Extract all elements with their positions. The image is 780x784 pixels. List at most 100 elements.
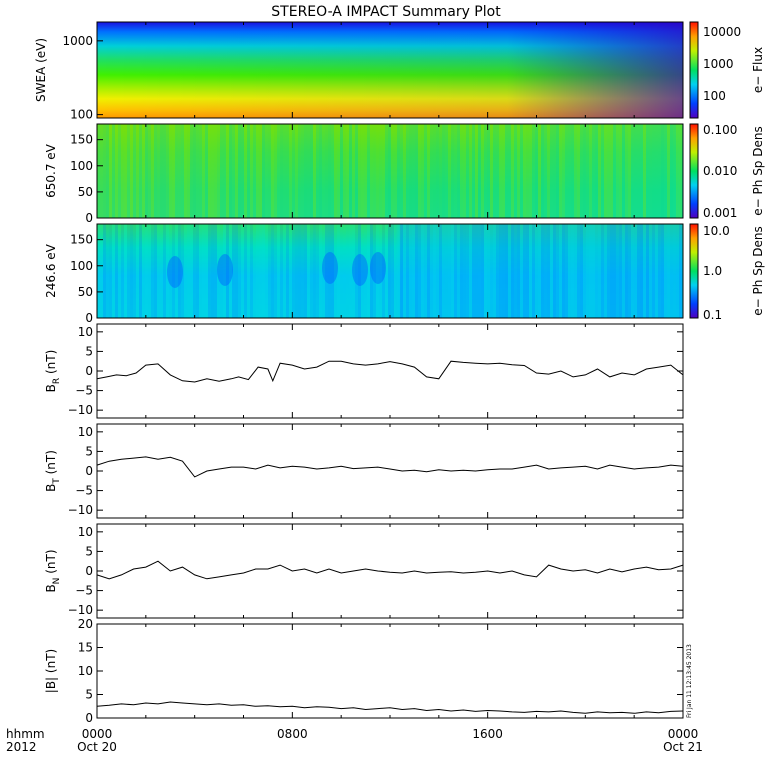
texture-stripe — [136, 224, 139, 318]
texture-stripe — [307, 224, 310, 318]
texture-stripe — [301, 124, 304, 218]
texture-stripe — [268, 224, 271, 318]
texture-stripe — [523, 124, 526, 218]
low-density-patch — [167, 256, 183, 288]
texture-stripe — [637, 224, 640, 318]
texture-stripe — [256, 224, 259, 318]
texture-stripe — [439, 224, 442, 318]
texture-stripe — [511, 224, 514, 318]
b-y-label-subscript: R — [52, 378, 62, 384]
texture-stripe — [148, 224, 151, 318]
texture-stripe — [217, 224, 220, 318]
x-tick-label: 1600 — [472, 727, 503, 741]
b-y-label-subscript: N — [52, 578, 62, 585]
figure-title: STEREO-A IMPACT Summary Plot — [271, 4, 501, 20]
b-y-tick-label: 0 — [85, 711, 93, 725]
texture-stripe — [433, 224, 436, 318]
texture-stripe — [394, 224, 397, 318]
low-density-patch — [370, 252, 386, 284]
texture-stripe — [121, 224, 124, 318]
texture-stripe — [283, 224, 286, 318]
texture-stripe — [199, 124, 202, 218]
texture-stripe — [415, 124, 418, 218]
texture-stripe — [628, 124, 631, 218]
texture-stripe — [154, 224, 157, 318]
texture-stripe — [172, 224, 175, 318]
texture-stripe — [496, 224, 499, 318]
texture-stripe — [565, 224, 568, 318]
b-y-tick-label: 10 — [78, 425, 93, 439]
texture-stripe — [409, 224, 412, 318]
texture-stripe — [658, 124, 661, 218]
texture-stripe — [598, 224, 601, 318]
texture-stripe — [298, 124, 301, 218]
texture-stripe — [265, 124, 268, 218]
texture-stripe — [214, 224, 217, 318]
texture-stripe — [601, 224, 604, 318]
b-y-tick-label: 10 — [78, 664, 93, 678]
texture-stripe — [127, 124, 130, 218]
texture-stripe — [352, 124, 355, 218]
texture-stripe — [316, 224, 319, 318]
texture-stripe — [133, 124, 136, 218]
texture-stripe — [427, 224, 430, 318]
b-y-tick-label: −10 — [68, 403, 93, 417]
texture-stripe — [646, 224, 649, 318]
texture-stripe — [466, 124, 469, 218]
texture-stripe — [304, 224, 307, 318]
texture-stripe — [571, 124, 574, 218]
texture-stripe — [400, 124, 403, 218]
texture-stripe — [433, 124, 436, 218]
texture-stripe — [679, 124, 682, 218]
texture-stripe — [544, 124, 547, 218]
pa246-cbar-label: e− Ph Sp Dens — [751, 226, 765, 315]
texture-stripe — [511, 124, 514, 218]
texture-stripe — [436, 124, 439, 218]
texture-stripe — [469, 124, 472, 218]
b-y-label: |B| (nT) — [44, 649, 58, 693]
texture-stripe — [547, 124, 550, 218]
texture-stripe — [262, 224, 265, 318]
texture-stripe — [295, 224, 298, 318]
texture-stripe — [586, 224, 589, 318]
texture-stripe — [322, 124, 325, 218]
texture-stripe — [448, 124, 451, 218]
texture-stripe — [325, 224, 328, 318]
texture-stripe — [205, 124, 208, 218]
texture-stripe — [619, 124, 622, 218]
texture-stripe — [490, 124, 493, 218]
texture-stripe — [589, 224, 592, 318]
texture-stripe — [595, 224, 598, 318]
texture-stripe — [517, 224, 520, 318]
texture-stripe — [676, 224, 679, 318]
swea-y-label: SWEA (eV) — [34, 38, 48, 102]
b-y-tick-label: 20 — [78, 617, 93, 631]
b-y-tick-label: 0 — [85, 564, 93, 578]
texture-stripe — [619, 224, 622, 318]
pitch-angle-650-panel — [97, 124, 683, 218]
texture-stripe — [229, 224, 232, 318]
texture-stripe — [187, 224, 190, 318]
texture-stripe — [457, 224, 460, 318]
texture-stripe — [553, 224, 556, 318]
texture-stripe — [421, 124, 424, 218]
pa246-colorbar — [689, 223, 699, 319]
texture-stripe — [289, 224, 292, 318]
texture-stripe — [640, 224, 643, 318]
texture-stripe — [646, 124, 649, 218]
pa650-cbar-tick-1: 0.100 — [703, 123, 737, 137]
texture-stripe — [268, 124, 271, 218]
pa246-texture — [97, 224, 683, 318]
texture-stripe — [331, 124, 334, 218]
texture-stripe — [580, 224, 583, 318]
texture-stripe — [232, 224, 235, 318]
texture-stripe — [559, 124, 562, 218]
texture-stripe — [451, 124, 454, 218]
x-tick-label: 0800 — [277, 727, 308, 741]
b-y-label-unit: (nT) — [44, 549, 58, 577]
texture-stripe — [568, 124, 571, 218]
low-density-patch — [352, 254, 368, 286]
texture-stripe — [196, 124, 199, 218]
texture-stripe — [499, 224, 502, 318]
